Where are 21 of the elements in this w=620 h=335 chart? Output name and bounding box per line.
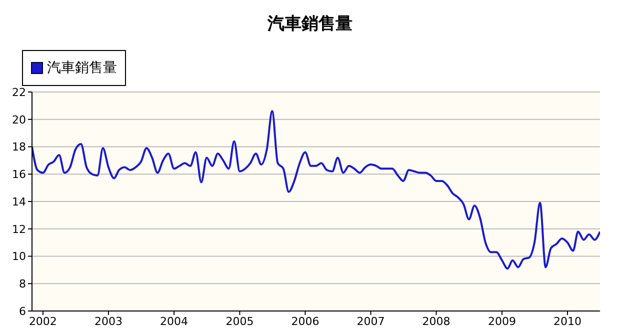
x-tick-label: 2004 xyxy=(160,314,188,328)
x-tick-label: 2005 xyxy=(226,314,254,328)
y-tick-label: 8 xyxy=(19,278,26,291)
y-tick-label: 14 xyxy=(12,195,26,208)
x-tick-label: 2002 xyxy=(28,314,57,328)
legend-label: 汽車銷售量 xyxy=(47,59,117,77)
y-tick-label: 18 xyxy=(12,140,26,154)
x-tick-label: 2009 xyxy=(488,314,516,328)
y-tick-label: 6 xyxy=(19,304,26,318)
line-series xyxy=(32,110,600,270)
chart-title: 汽車銷售量 xyxy=(266,13,354,35)
x-tick-label: 2007 xyxy=(356,314,385,328)
x-tick-label: 2010 xyxy=(554,314,582,328)
y-tick-label: 10 xyxy=(12,250,26,264)
y-tick-label: 22 xyxy=(12,86,26,99)
x-tick-label: 2006 xyxy=(291,314,320,328)
x-tick-label: 2008 xyxy=(422,314,450,328)
y-tick-label: 12 xyxy=(12,222,26,236)
x-tick-label: 2003 xyxy=(94,314,122,328)
y-tick-label: 20 xyxy=(12,113,26,126)
y-tick-label: 16 xyxy=(12,168,26,182)
